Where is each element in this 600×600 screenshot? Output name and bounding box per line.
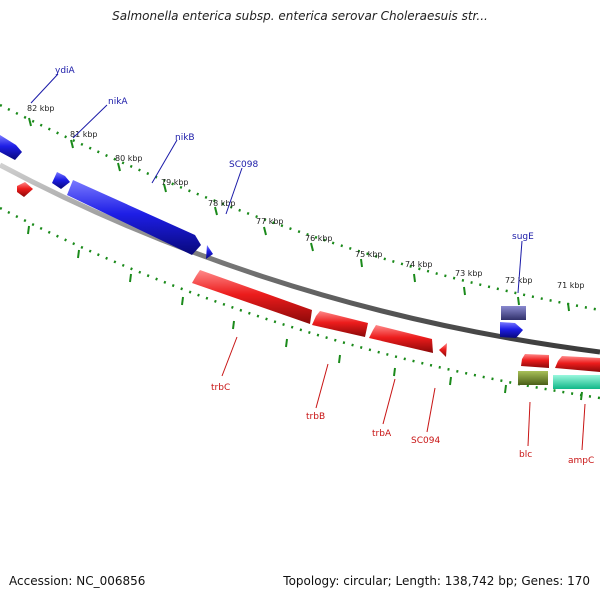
forward-strand-genes bbox=[0, 135, 526, 338]
gene-arrow-trbB[interactable] bbox=[312, 311, 368, 337]
kbp-label-77: 77 kbp bbox=[256, 217, 284, 226]
gene-box-sugE[interactable] bbox=[501, 306, 526, 320]
gene-box-ampC[interactable] bbox=[553, 375, 600, 389]
accession-value: NC_006856 bbox=[76, 574, 146, 588]
gene-arrow-ampC[interactable] bbox=[555, 356, 600, 372]
gene-arrow-SC094[interactable] bbox=[439, 343, 447, 357]
gene-box-blc[interactable] bbox=[518, 371, 548, 385]
kbp-label-71: 71 kbp bbox=[557, 281, 585, 290]
inner-ruler-ticks bbox=[27, 225, 583, 401]
accession-label: Accession: bbox=[9, 574, 73, 588]
gene-arrow-nikA[interactable] bbox=[52, 172, 70, 189]
gene-label-nikB[interactable]: nikB bbox=[175, 133, 195, 143]
gene-label-sugE[interactable]: sugE bbox=[512, 232, 534, 242]
accession-info: Accession: NC_006856 bbox=[9, 574, 145, 588]
gene-label-nikA[interactable]: nikA bbox=[108, 97, 128, 107]
forward-gene-labels: ydiA nikA nikB SC098 sugE bbox=[55, 66, 534, 242]
gene-arrow-trbC[interactable] bbox=[192, 270, 312, 324]
inner-ruler-dots bbox=[0, 206, 600, 400]
gene-label-trbC[interactable]: trbC bbox=[211, 383, 230, 393]
genome-backbone bbox=[0, 162, 600, 355]
gene-arrow-sugE[interactable] bbox=[500, 322, 523, 338]
gene-arrow-small-left[interactable] bbox=[17, 182, 33, 197]
kbp-label-80: 80 kbp bbox=[115, 154, 143, 163]
reverse-strand-genes bbox=[17, 182, 600, 389]
gene-label-ampC[interactable]: ampC bbox=[568, 456, 594, 466]
gene-label-SC094[interactable]: SC094 bbox=[411, 436, 440, 446]
gene-label-ydiA[interactable]: ydiA bbox=[55, 66, 76, 76]
kbp-label-82: 82 kbp bbox=[27, 104, 55, 113]
gene-label-SC098[interactable]: SC098 bbox=[229, 160, 258, 170]
gene-label-blc[interactable]: blc bbox=[519, 450, 532, 460]
gene-arrow-SC098[interactable] bbox=[206, 245, 213, 259]
reverse-gene-labels: trbC trbB trbA SC094 blc ampC bbox=[211, 383, 594, 466]
gene-arrow-blc[interactable] bbox=[521, 354, 549, 368]
gene-arrow-nikB[interactable] bbox=[67, 180, 201, 255]
forward-leaders bbox=[30, 73, 523, 294]
kbp-label-74: 74 kbp bbox=[405, 260, 433, 269]
gene-arrow-trbA[interactable] bbox=[369, 325, 433, 353]
outer-ruler-ticks bbox=[28, 117, 570, 312]
gene-label-trbB[interactable]: trbB bbox=[306, 412, 325, 422]
gene-label-trbA[interactable]: trbA bbox=[372, 429, 392, 439]
kbp-label-76: 76 kbp bbox=[305, 234, 333, 243]
reverse-leaders bbox=[221, 336, 586, 451]
kbp-label-81: 81 kbp bbox=[70, 130, 98, 139]
kbp-label-79: 79 kbp bbox=[161, 178, 189, 187]
kbp-label-73: 73 kbp bbox=[455, 269, 483, 278]
map-title: Salmonella enterica subsp. enterica sero… bbox=[112, 9, 488, 23]
gene-arrow-ydiA[interactable] bbox=[0, 135, 22, 160]
outer-ruler-dots bbox=[0, 103, 600, 312]
kbp-label-78: 78 kbp bbox=[208, 199, 236, 208]
kbp-label-75: 75 kbp bbox=[355, 250, 383, 259]
topology-info: Topology: circular; Length: 138,742 bp; … bbox=[283, 574, 590, 588]
